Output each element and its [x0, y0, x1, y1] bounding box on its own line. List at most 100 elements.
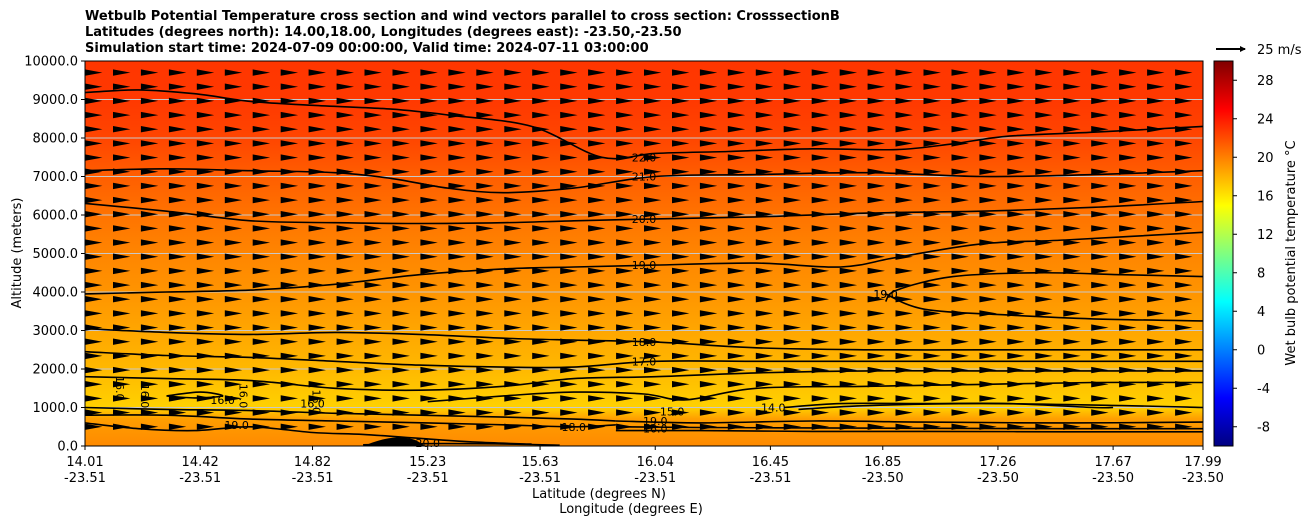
x-tick-label-lat: 15.23	[409, 455, 446, 470]
wind-vector	[448, 83, 466, 90]
wind-vector	[476, 126, 494, 133]
wind-vector	[1035, 352, 1053, 360]
wind-vector	[951, 324, 969, 331]
wind-vector	[560, 366, 578, 374]
wind-vector	[140, 182, 159, 190]
wind-vector	[140, 168, 159, 175]
wind-vector	[1063, 423, 1081, 430]
wind-vector	[252, 423, 271, 430]
wind-vector	[85, 352, 103, 360]
wind-vector	[1007, 253, 1025, 260]
wind-vector	[476, 352, 494, 360]
wind-vector	[616, 239, 634, 246]
wind-vector	[392, 140, 410, 147]
wind-vector	[196, 324, 215, 331]
wind-vector	[839, 154, 858, 161]
wind-vector	[280, 97, 299, 105]
wind-vector	[476, 281, 494, 289]
wind-vector	[951, 83, 969, 90]
wind-vector	[1119, 352, 1137, 360]
wind-vector	[448, 182, 466, 190]
wind-vector	[811, 253, 830, 260]
contour-label: 17.0	[632, 355, 657, 368]
wind-vector	[1091, 423, 1109, 430]
wind-vector	[588, 182, 606, 190]
wind-vector	[727, 140, 746, 147]
wind-vector	[448, 126, 466, 133]
wind-vector	[811, 196, 830, 204]
wind-vector	[308, 338, 326, 345]
wind-vector	[811, 154, 830, 161]
wind-vector	[839, 97, 858, 105]
colorbar-tick-label: 24	[1257, 112, 1274, 127]
wind-vector	[336, 381, 354, 388]
wind-vector	[867, 97, 885, 105]
wind-vector	[951, 126, 969, 133]
wind-vector	[588, 338, 606, 345]
wind-vector	[364, 225, 382, 232]
wind-vector	[867, 211, 885, 218]
wind-vector	[1119, 395, 1137, 402]
wind-vector	[616, 126, 634, 133]
wind-vector	[252, 281, 271, 289]
wind-vector	[308, 281, 326, 289]
contour-line	[166, 391, 224, 399]
wind-vector	[755, 239, 774, 246]
wind-vector	[85, 281, 103, 289]
wind-vector	[140, 140, 159, 147]
contour-label: 18.0	[632, 336, 657, 349]
wind-vector	[979, 253, 997, 260]
wind-vector	[168, 168, 187, 175]
wind-vector	[588, 211, 606, 218]
wind-vector	[616, 182, 634, 190]
contour-label: 16.0	[643, 423, 668, 436]
wind-vector	[504, 281, 522, 289]
wind-vector	[895, 126, 913, 133]
wind-vector	[1063, 267, 1081, 275]
wind-vector	[699, 338, 718, 345]
wind-vector	[280, 196, 299, 204]
wind-vector	[252, 239, 271, 246]
wind-vector	[336, 225, 354, 232]
wind-vector	[644, 182, 662, 190]
chart-title-line-2: Latitudes (degrees north): 14.00,18.00, …	[85, 25, 682, 40]
wind-vector	[1091, 338, 1109, 345]
wind-vector	[1007, 168, 1025, 175]
wind-vector	[1063, 126, 1081, 133]
wind-vector	[168, 111, 187, 119]
wind-vector	[420, 126, 438, 133]
wind-vector	[895, 239, 913, 246]
wind-vector	[420, 310, 438, 317]
wind-vector	[85, 366, 103, 374]
wind-vector	[644, 267, 662, 275]
wind-vector	[392, 381, 410, 388]
wind-vector	[504, 168, 522, 175]
wind-vector	[532, 225, 550, 232]
colorbar-tick-label: -8	[1257, 420, 1270, 435]
wind-vector	[252, 69, 271, 76]
wind-vector	[1035, 211, 1053, 218]
wind-vector	[951, 381, 969, 388]
wind-vector	[1175, 395, 1193, 402]
wind-vector	[364, 253, 382, 260]
wind-vector	[140, 296, 159, 303]
wind-vector	[1175, 423, 1193, 430]
wind-vector	[755, 168, 774, 175]
colorbar-tick-label: 12	[1257, 228, 1274, 243]
wind-vector	[783, 395, 802, 402]
wind-vector	[839, 253, 858, 260]
wind-vector	[364, 168, 382, 175]
wind-vector	[168, 69, 187, 76]
wind-vector	[616, 97, 634, 105]
wind-vector	[364, 111, 382, 119]
wind-vector	[811, 168, 830, 175]
wind-vector	[1091, 267, 1109, 275]
wind-vector	[224, 196, 243, 204]
wind-vector	[113, 83, 131, 90]
wind-vector	[308, 196, 326, 204]
wind-vector	[308, 182, 326, 190]
wind-vector	[699, 69, 718, 76]
wind-vector	[420, 366, 438, 374]
wind-vector	[560, 225, 578, 232]
wind-vector	[560, 409, 578, 416]
